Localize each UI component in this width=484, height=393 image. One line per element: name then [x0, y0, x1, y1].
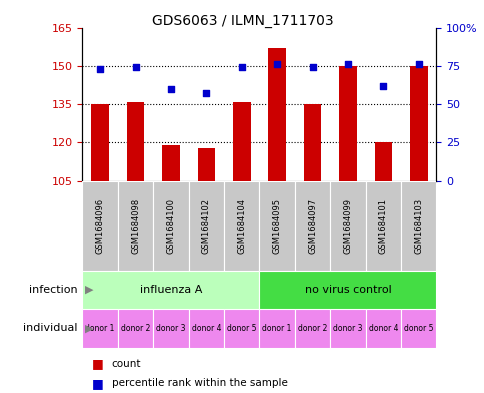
Bar [259, 271, 436, 309]
Point [273, 61, 281, 68]
Bar [409, 66, 427, 181]
Point [343, 61, 351, 68]
Bar [268, 48, 286, 181]
Bar [224, 181, 259, 271]
Text: influenza A: influenza A [139, 285, 202, 295]
Bar [294, 309, 330, 348]
Text: donor 1: donor 1 [85, 324, 115, 332]
Text: donor 4: donor 4 [191, 324, 221, 332]
Bar [153, 309, 188, 348]
Text: ■: ■ [92, 376, 104, 390]
Text: GDS6063 / ILMN_1711703: GDS6063 / ILMN_1711703 [151, 14, 333, 28]
Point [96, 66, 104, 72]
Bar [400, 181, 436, 271]
Text: GSM1684103: GSM1684103 [413, 198, 423, 254]
Point [378, 83, 386, 89]
Bar [188, 181, 224, 271]
Bar [188, 309, 224, 348]
Text: donor 3: donor 3 [333, 324, 362, 332]
Bar [82, 271, 259, 309]
Point [414, 61, 422, 68]
Bar [259, 309, 294, 348]
Bar [126, 101, 144, 181]
Bar [338, 66, 356, 181]
Text: GSM1684104: GSM1684104 [237, 198, 246, 254]
Bar [330, 181, 365, 271]
Text: GSM1684100: GSM1684100 [166, 198, 175, 254]
Point [132, 64, 139, 70]
Text: infection: infection [29, 285, 77, 295]
Bar [365, 181, 400, 271]
Bar [365, 309, 400, 348]
Text: donor 2: donor 2 [297, 324, 327, 332]
Bar [153, 181, 188, 271]
Text: donor 5: donor 5 [403, 324, 433, 332]
Text: donor 2: donor 2 [121, 324, 150, 332]
Text: GSM1684095: GSM1684095 [272, 198, 281, 254]
Bar [303, 104, 321, 181]
Text: GSM1684099: GSM1684099 [343, 198, 352, 254]
Bar [374, 142, 392, 181]
Text: ▶: ▶ [85, 323, 93, 333]
Bar [294, 181, 330, 271]
Point [308, 64, 316, 70]
Text: ▶: ▶ [85, 285, 93, 295]
Bar [259, 181, 294, 271]
Bar [162, 145, 180, 181]
Point [237, 64, 245, 70]
Text: percentile rank within the sample: percentile rank within the sample [111, 378, 287, 388]
Text: ■: ■ [92, 357, 104, 370]
Point [202, 90, 210, 97]
Bar [118, 309, 153, 348]
Text: donor 3: donor 3 [156, 324, 185, 332]
Text: donor 5: donor 5 [227, 324, 256, 332]
Text: donor 4: donor 4 [368, 324, 397, 332]
Bar [91, 104, 109, 181]
Bar [400, 309, 436, 348]
Bar [232, 101, 250, 181]
Bar [330, 309, 365, 348]
Text: GSM1684101: GSM1684101 [378, 198, 387, 254]
Text: no virus control: no virus control [304, 285, 391, 295]
Text: GSM1684097: GSM1684097 [307, 198, 317, 254]
Text: count: count [111, 358, 141, 369]
Text: GSM1684102: GSM1684102 [201, 198, 211, 254]
Bar [82, 309, 118, 348]
Bar [118, 181, 153, 271]
Bar [197, 147, 215, 181]
Text: GSM1684098: GSM1684098 [131, 198, 140, 254]
Text: GSM1684096: GSM1684096 [95, 198, 105, 254]
Bar [82, 181, 118, 271]
Bar [224, 309, 259, 348]
Point [166, 86, 174, 92]
Text: individual: individual [23, 323, 77, 333]
Text: donor 1: donor 1 [262, 324, 291, 332]
